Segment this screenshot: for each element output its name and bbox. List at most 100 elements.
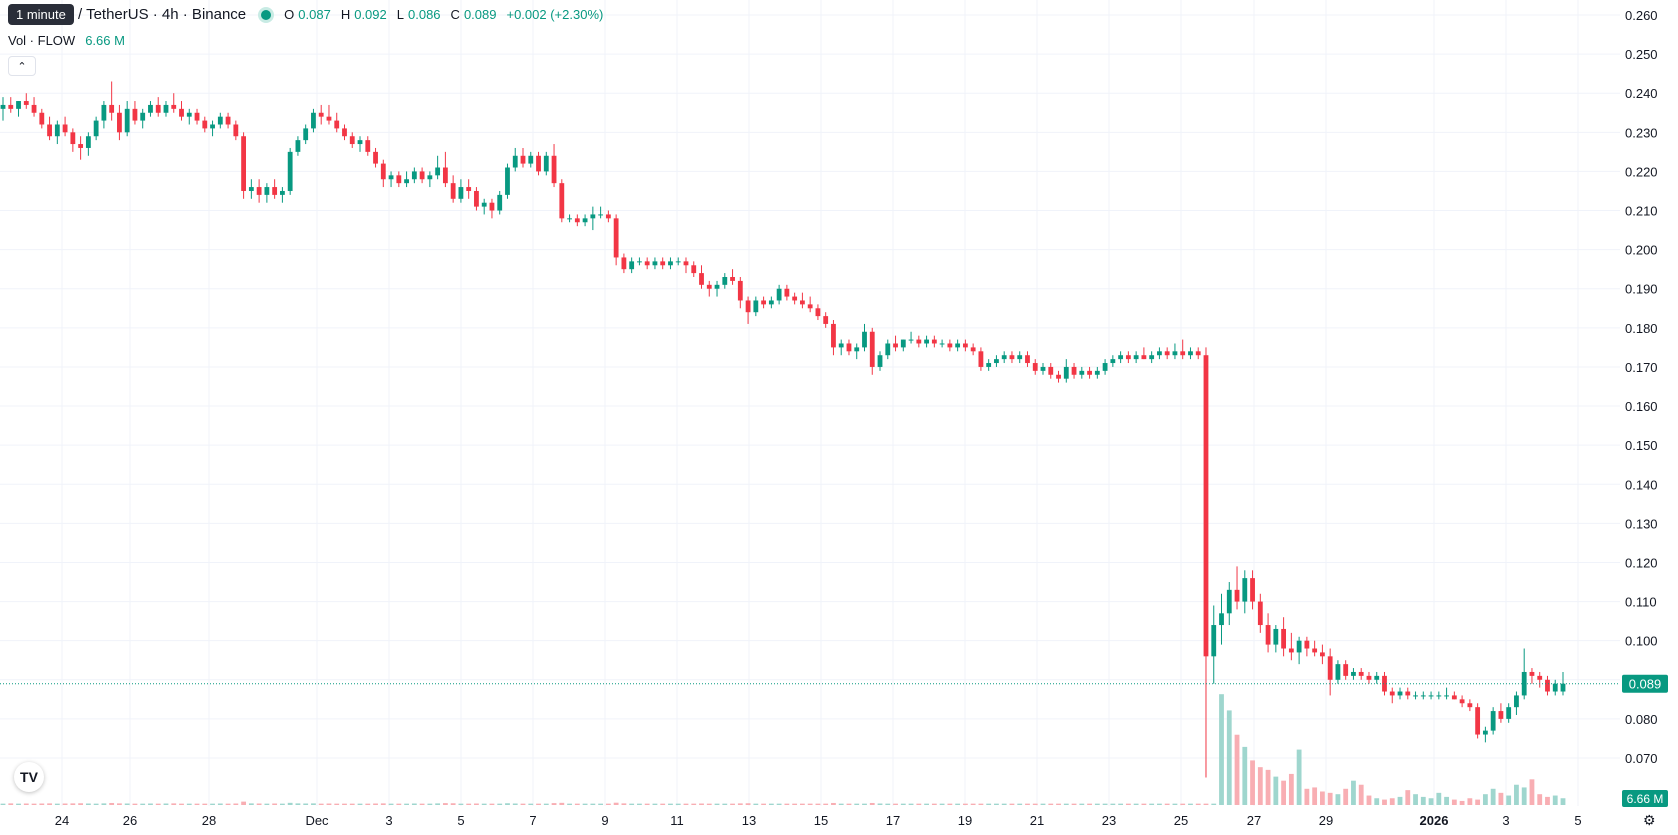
price-tick-label: 0.110: [1625, 595, 1657, 610]
volume-bar: [1257, 767, 1263, 805]
volume-bar: [1125, 803, 1131, 805]
open-value: 0.087: [298, 7, 331, 22]
candle-body: [947, 343, 953, 348]
volume-bar: [1319, 791, 1325, 805]
candle-body: [567, 218, 572, 220]
volume-bar: [877, 803, 883, 805]
candle-body: [1001, 355, 1007, 360]
candle-body: [0, 104, 6, 109]
candle-body: [202, 120, 208, 129]
settings-icon[interactable]: ⚙: [1643, 812, 1656, 828]
volume-bar: [722, 803, 728, 805]
market-status-icon[interactable]: [258, 6, 275, 23]
volume-bar: [621, 803, 627, 805]
volume-bar: [831, 802, 836, 805]
volume-bar: [637, 803, 642, 805]
candle-body: [62, 124, 68, 133]
volume-bar: [435, 803, 441, 805]
candle-body: [163, 104, 169, 113]
candle-body: [1094, 370, 1100, 375]
candle-body: [1319, 652, 1325, 657]
volume-bar: [1281, 780, 1287, 805]
candle-body: [365, 140, 371, 152]
candle-body: [279, 190, 285, 195]
candle-body: [1451, 695, 1457, 700]
candle-body: [295, 140, 301, 152]
candle-body: [675, 261, 681, 263]
volume-bar: [931, 803, 937, 805]
volume-legend-label[interactable]: Vol · FLOW: [8, 33, 76, 48]
candle-body: [831, 323, 836, 348]
volume-bar: [186, 803, 192, 805]
volume-bar: [1552, 795, 1558, 805]
volume-bar: [1382, 799, 1387, 805]
candle-body: [761, 300, 767, 305]
candle-body: [1358, 671, 1364, 676]
volume-bar: [1296, 749, 1302, 805]
volume-bar: [784, 803, 790, 805]
candle-body: [1203, 355, 1209, 657]
volume-bar: [536, 803, 541, 805]
price-tick-label: 0.230: [1625, 125, 1658, 140]
candle-body: [1467, 703, 1473, 708]
candle-body: [132, 108, 138, 121]
candle-body: [1343, 664, 1349, 676]
volume-bar: [947, 803, 953, 805]
volume-bar: [768, 803, 774, 805]
volume-bar: [318, 803, 324, 805]
volume-bar: [388, 803, 394, 805]
volume-bar: [365, 803, 371, 805]
volume-bar: [1133, 803, 1139, 805]
volume-bar: [171, 803, 177, 805]
last-price-badge: [1622, 674, 1668, 693]
candle-body: [893, 343, 898, 348]
volume-bar: [117, 803, 122, 805]
interval-tooltip: 1 minute: [8, 4, 74, 25]
candle-body: [1164, 351, 1170, 356]
candle-body: [737, 280, 743, 301]
collapse-legend-button[interactable]: ⌃: [8, 56, 36, 76]
candle-body: [660, 261, 666, 266]
candle-body: [1514, 695, 1519, 708]
volume-bar: [179, 803, 184, 805]
volume-bar: [1250, 760, 1255, 805]
candle-body: [1071, 366, 1077, 375]
time-tick-label: 3: [385, 813, 392, 828]
candle-body: [1288, 648, 1294, 653]
volume-bar: [1397, 796, 1403, 805]
volume-bar: [893, 803, 898, 805]
time-tick-label: 25: [1174, 813, 1188, 828]
candle-body: [481, 202, 487, 207]
tradingview-logo-icon[interactable]: TV: [14, 762, 44, 792]
volume-bar: [1288, 773, 1294, 805]
candle-body: [93, 120, 99, 137]
candle-body: [210, 124, 215, 129]
candle-body: [1079, 370, 1085, 375]
candle-body: [217, 116, 223, 125]
volume-legend-value: 6.66 M: [85, 33, 125, 48]
volume-badge: [1622, 790, 1668, 807]
volume-bar: [295, 803, 301, 805]
candle-body: [1389, 691, 1395, 696]
volume-bar: [1482, 794, 1488, 805]
volume-bar: [761, 803, 767, 805]
candle-body: [1312, 648, 1318, 653]
candle-body: [668, 261, 673, 266]
candle-body: [629, 261, 635, 270]
volume-bar: [745, 803, 751, 805]
candle-body: [807, 304, 813, 309]
volume-bar: [869, 802, 875, 805]
time-tick-label: 9: [601, 813, 608, 828]
candle-body: [466, 187, 472, 191]
candle-body: [1234, 589, 1240, 602]
candle-body: [1475, 707, 1481, 735]
volume-bar: [31, 803, 37, 805]
candle-body: [380, 163, 386, 180]
volume-bar: [357, 803, 363, 805]
symbol-title[interactable]: / TetherUS · 4h · Binance: [78, 6, 247, 23]
candle-body: [574, 218, 580, 223]
volume-bar: [543, 803, 549, 805]
volume-bar: [1017, 803, 1023, 805]
candle-body: [1125, 355, 1131, 360]
